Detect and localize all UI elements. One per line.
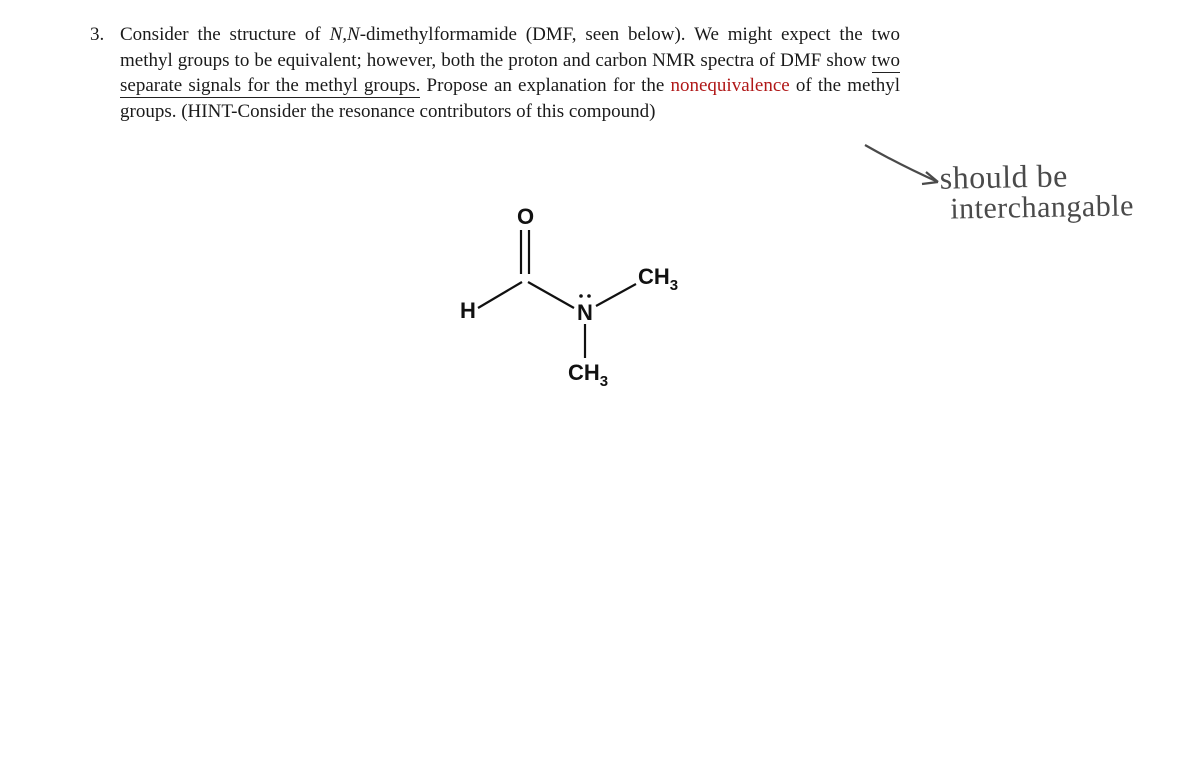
bond-n-ch3-right <box>596 284 636 306</box>
atom-CH3-down: CH3 <box>568 360 608 390</box>
handwritten-note: should be interchangable <box>939 158 1134 224</box>
atom-O: O <box>517 204 534 229</box>
question-text-1: Consider the structure of <box>120 24 330 45</box>
atom-H: H <box>460 298 476 323</box>
dmf-structure: H O N CH3 CH3 <box>460 200 740 400</box>
question-number: 3. <box>90 22 104 48</box>
nonequivalence-word: nonequivalence <box>671 75 790 96</box>
question-block: 3. Consider the structure of N,N-dimethy… <box>120 22 900 125</box>
compound-prefix-italic: N,N <box>330 24 360 45</box>
page: 3. Consider the structure of N,N-dimethy… <box>0 0 1200 769</box>
question-text-3: Propose an explanation for the <box>420 75 670 96</box>
atom-CH3-right: CH3 <box>638 264 678 294</box>
hand-line-2: interchangable <box>950 190 1134 225</box>
lonepair-dot-2 <box>587 294 591 298</box>
bond-h-c <box>478 282 522 308</box>
atom-N: N <box>577 300 593 325</box>
bond-c-n <box>528 282 574 308</box>
lonepair-dot-1 <box>579 294 583 298</box>
